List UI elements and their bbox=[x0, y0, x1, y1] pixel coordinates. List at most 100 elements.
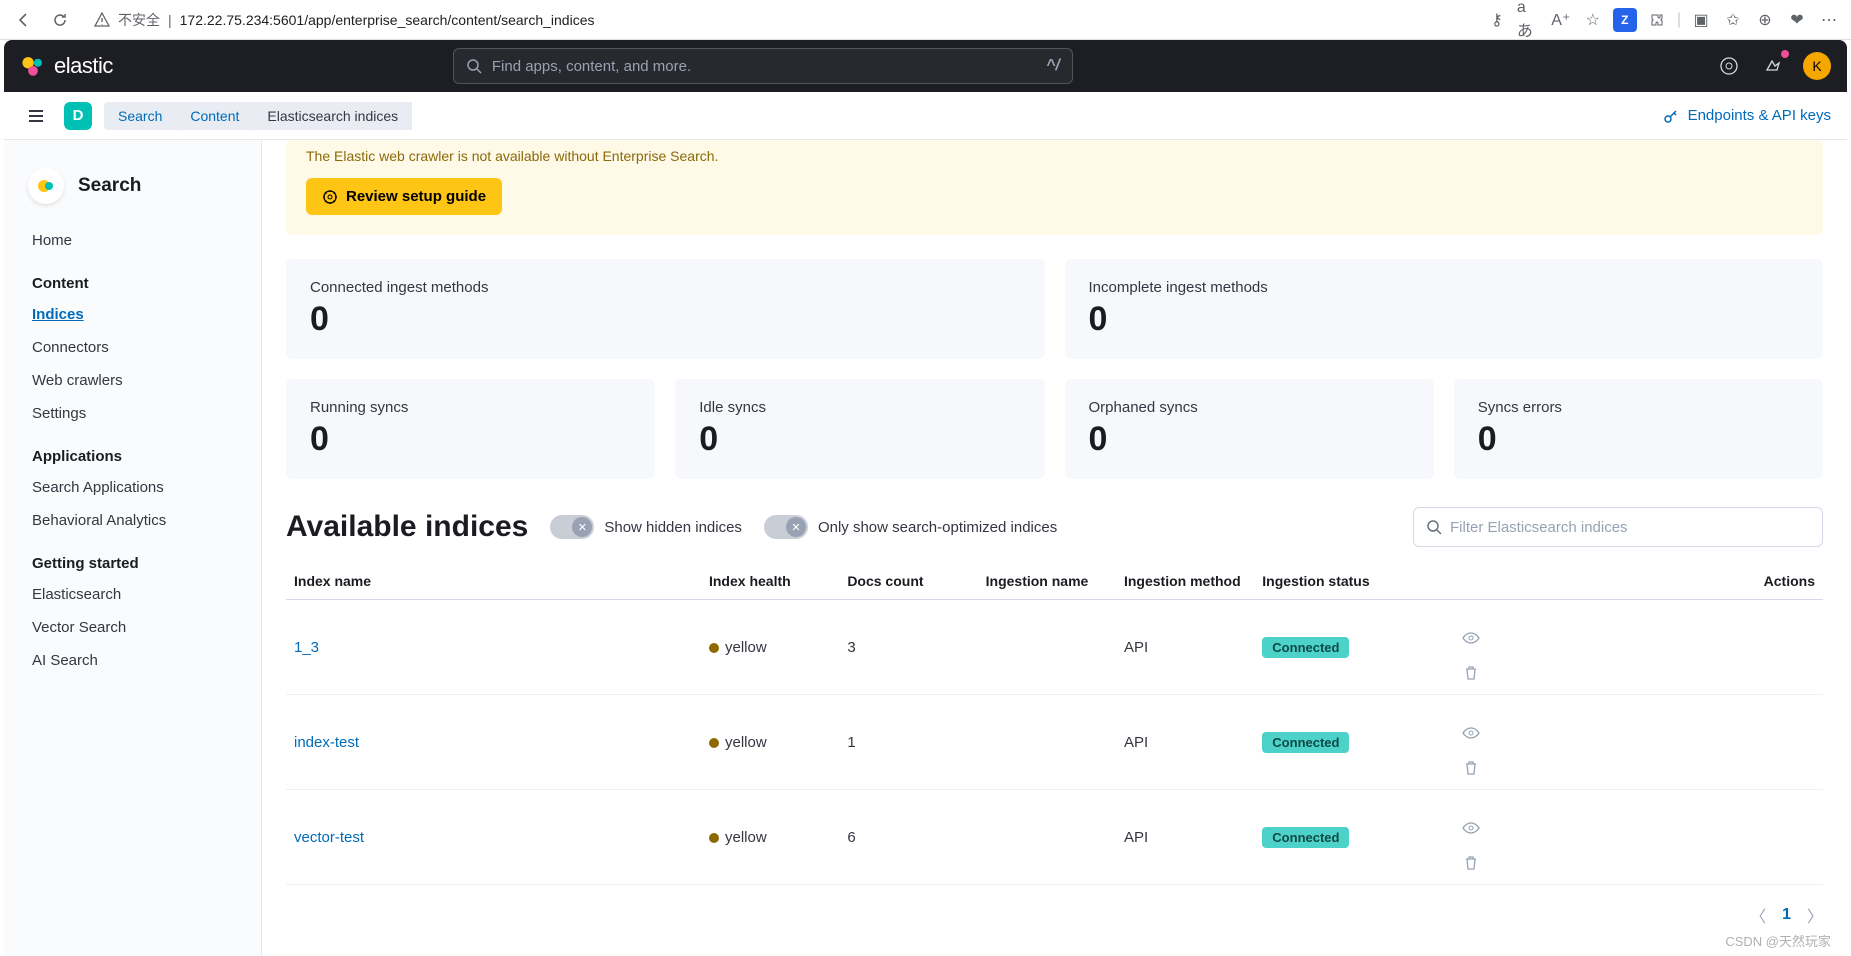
sub-header: D Search Content Elasticsearch indices E… bbox=[4, 92, 1847, 140]
user-avatar[interactable]: K bbox=[1803, 52, 1831, 80]
split-screen-icon[interactable]: ▣ bbox=[1689, 8, 1713, 32]
sidebar-item-elasticsearch[interactable]: Elasticsearch bbox=[4, 578, 261, 611]
delete-icon[interactable] bbox=[1462, 854, 1815, 872]
toggle-hidden-label: Show hidden indices bbox=[604, 519, 742, 536]
nav-toggle-button[interactable] bbox=[20, 100, 52, 132]
sidebar-heading-applications: Applications bbox=[4, 430, 261, 471]
key-icon bbox=[1662, 107, 1680, 125]
toggle-optimized-indices[interactable] bbox=[764, 515, 808, 539]
toggle-hidden-indices[interactable] bbox=[550, 515, 594, 539]
more-icon[interactable]: ⋯ bbox=[1817, 8, 1841, 32]
favorite-icon[interactable]: ☆ bbox=[1581, 8, 1605, 32]
filter-input[interactable] bbox=[1450, 519, 1810, 536]
url-text: 172.22.75.234:5601/app/enterprise_search… bbox=[180, 12, 595, 28]
cell-ing-method: API bbox=[1116, 695, 1254, 790]
global-search-input[interactable] bbox=[492, 58, 1036, 75]
search-icon bbox=[466, 58, 482, 74]
translate-icon[interactable]: aあ bbox=[1517, 8, 1541, 32]
delete-icon[interactable] bbox=[1462, 759, 1815, 777]
newsfeed-icon[interactable] bbox=[1759, 52, 1787, 80]
breadcrumb-content[interactable]: Content bbox=[176, 102, 253, 130]
sidebar-item-behavioral[interactable]: Behavioral Analytics bbox=[4, 504, 261, 537]
cell-ing-name bbox=[978, 790, 1116, 885]
search-icon bbox=[1426, 519, 1442, 535]
breadcrumb: Search Content Elasticsearch indices bbox=[104, 102, 412, 130]
table-row: 1_3 yellow3 APIConnected bbox=[286, 600, 1823, 695]
index-link[interactable]: index-test bbox=[294, 734, 359, 751]
filter-indices[interactable] bbox=[1413, 507, 1823, 547]
page-number[interactable]: 1 bbox=[1782, 906, 1791, 924]
stat-value: 0 bbox=[1089, 300, 1800, 339]
stat-connected: Connected ingest methods 0 bbox=[286, 259, 1045, 359]
stat-label: Orphaned syncs bbox=[1089, 399, 1410, 416]
address-bar[interactable]: 不安全 | 172.22.75.234:5601/app/enterprise_… bbox=[82, 5, 1477, 35]
sidebar-heading-content: Content bbox=[4, 257, 261, 298]
col-ing-name[interactable]: Ingestion name bbox=[978, 563, 1116, 600]
key-icon[interactable]: ⚷ bbox=[1485, 8, 1509, 32]
cell-health: yellow bbox=[701, 600, 839, 695]
view-icon[interactable] bbox=[1462, 724, 1815, 742]
delete-icon[interactable] bbox=[1462, 664, 1815, 682]
sidebar: Search Home Content Indices Connectors W… bbox=[4, 140, 262, 956]
col-name[interactable]: Index name bbox=[286, 563, 701, 600]
stat-label: Idle syncs bbox=[699, 399, 1020, 416]
prev-page-button[interactable]: 〈 bbox=[1750, 903, 1766, 927]
cell-docs: 6 bbox=[839, 790, 977, 885]
table-row: index-testyellow1APIConnected bbox=[286, 695, 1823, 790]
cell-docs: 1 bbox=[839, 695, 977, 790]
stat-label: Syncs errors bbox=[1478, 399, 1799, 416]
sidebar-item-vector-search[interactable]: Vector Search bbox=[4, 611, 261, 644]
view-icon[interactable] bbox=[1462, 629, 1815, 647]
sidebar-item-crawlers[interactable]: Web crawlers bbox=[4, 364, 261, 397]
warning-callout: The Elastic web crawler is not available… bbox=[286, 140, 1823, 235]
extensions-icon[interactable] bbox=[1645, 8, 1669, 32]
stat-label: Running syncs bbox=[310, 399, 631, 416]
read-aloud-icon[interactable]: A⁺ bbox=[1549, 8, 1573, 32]
table-row: vector-testyellow6APIConnected bbox=[286, 790, 1823, 885]
performance-icon[interactable]: ❤ bbox=[1785, 8, 1809, 32]
sidebar-item-indices[interactable]: Indices bbox=[4, 298, 261, 331]
gear-icon bbox=[322, 189, 338, 205]
index-link[interactable]: vector-test bbox=[294, 829, 364, 846]
next-page-button[interactable]: 〉 bbox=[1807, 903, 1823, 927]
back-button[interactable] bbox=[10, 6, 38, 34]
sidebar-item-ai-search[interactable]: AI Search bbox=[4, 644, 261, 677]
elastic-logo-icon bbox=[20, 53, 46, 79]
col-ing-status[interactable]: Ingestion status bbox=[1254, 563, 1454, 600]
sidebar-item-settings[interactable]: Settings bbox=[4, 397, 261, 430]
endpoints-link[interactable]: Endpoints & API keys bbox=[1662, 107, 1831, 125]
sidebar-heading-started: Getting started bbox=[4, 537, 261, 578]
search-app-icon bbox=[28, 168, 64, 204]
stat-idle: Idle syncs 0 bbox=[675, 379, 1044, 479]
cell-ing-status: Connected bbox=[1254, 600, 1454, 695]
help-icon[interactable] bbox=[1715, 52, 1743, 80]
favorites-bar-icon[interactable]: ✩ bbox=[1721, 8, 1745, 32]
refresh-button[interactable] bbox=[46, 6, 74, 34]
brand-text: elastic bbox=[54, 53, 113, 79]
col-docs[interactable]: Docs count bbox=[839, 563, 977, 600]
stat-errors: Syncs errors 0 bbox=[1454, 379, 1823, 479]
col-ing-method[interactable]: Ingestion method bbox=[1116, 563, 1254, 600]
stat-value: 0 bbox=[310, 420, 631, 459]
sidebar-item-connectors[interactable]: Connectors bbox=[4, 331, 261, 364]
sidebar-item-search-apps[interactable]: Search Applications bbox=[4, 471, 261, 504]
cell-ing-status: Connected bbox=[1254, 695, 1454, 790]
index-link[interactable]: 1_3 bbox=[294, 639, 319, 656]
collections-icon[interactable]: ⊕ bbox=[1753, 8, 1777, 32]
shortcut-hint: ^/ bbox=[1046, 57, 1060, 75]
extension-z-icon[interactable]: Z bbox=[1613, 8, 1637, 32]
sidebar-title: Search bbox=[78, 175, 141, 197]
cell-ing-method: API bbox=[1116, 600, 1254, 695]
elastic-logo[interactable]: elastic bbox=[20, 53, 113, 79]
col-health[interactable]: Index health bbox=[701, 563, 839, 600]
cell-docs: 3 bbox=[839, 600, 977, 695]
view-icon[interactable] bbox=[1462, 819, 1815, 837]
cell-ing-status: Connected bbox=[1254, 790, 1454, 885]
cell-ing-method: API bbox=[1116, 790, 1254, 885]
cell-ing-name bbox=[978, 600, 1116, 695]
review-setup-button[interactable]: Review setup guide bbox=[306, 178, 502, 215]
global-search[interactable]: ^/ bbox=[453, 48, 1073, 84]
breadcrumb-search[interactable]: Search bbox=[104, 102, 176, 130]
sidebar-item-home[interactable]: Home bbox=[4, 224, 261, 257]
space-selector[interactable]: D bbox=[64, 102, 92, 130]
